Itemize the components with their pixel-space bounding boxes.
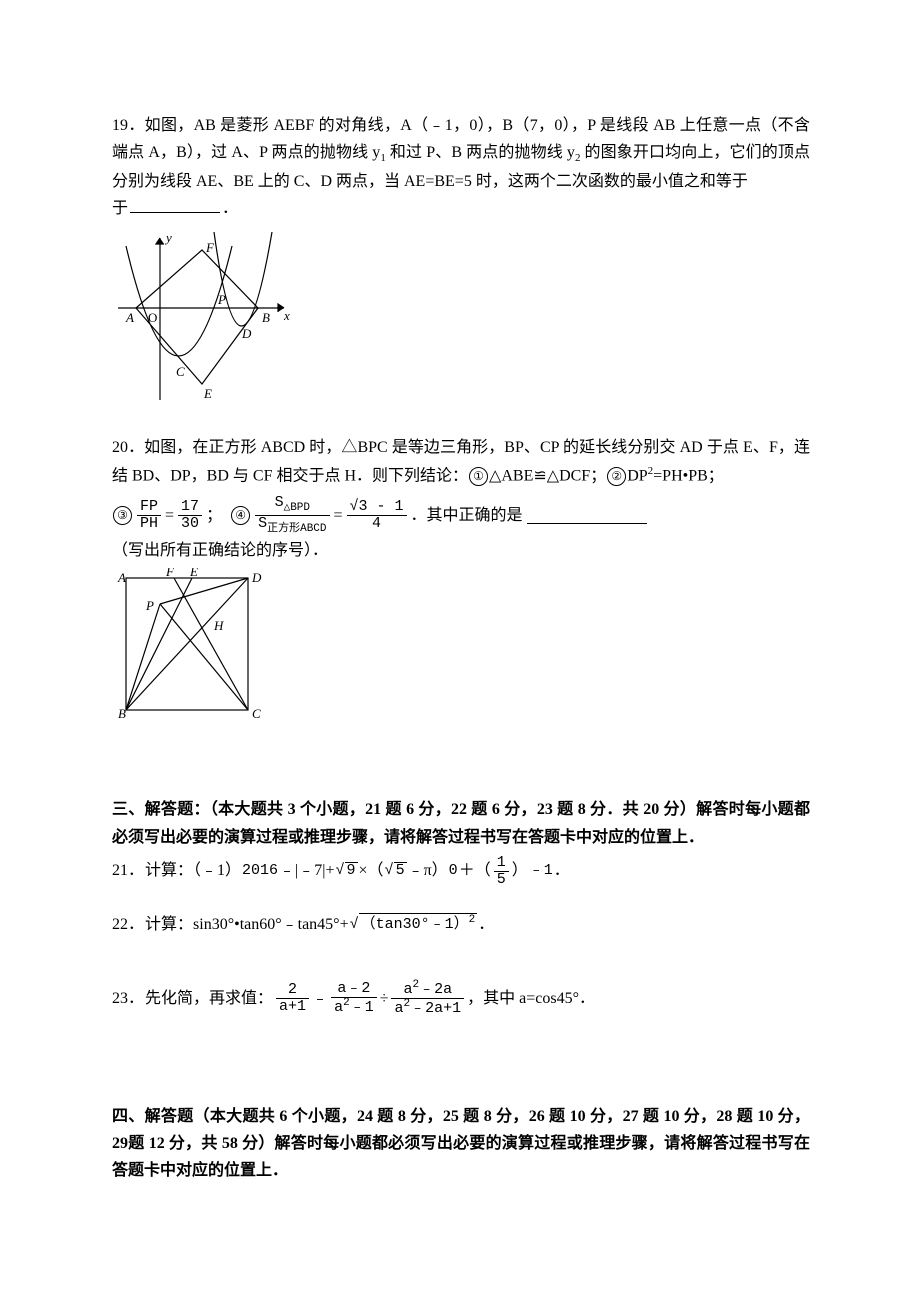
q21-sqrt5: √5 <box>385 858 407 884</box>
q21-sqrt9: √9 <box>335 858 357 884</box>
q19-text: 19．如图，AB 是菱形 AEBF 的对角线，A（﹣1，0），B（7，0），P … <box>112 112 810 222</box>
section4-heading: 四、解答题（本大题共 6 个小题，24 题 8 分，25 题 8 分，26 题 … <box>112 1103 810 1185</box>
q21-lead: 计算：（﹣1） <box>145 857 241 884</box>
q21-number: 21． <box>112 857 144 884</box>
svg-text:B: B <box>118 706 126 721</box>
q21-mid3: ﹣π） <box>408 857 448 884</box>
q23-div: ÷ <box>380 985 389 1012</box>
q20-frac3: FPPH <box>137 499 161 532</box>
svg-text:F: F <box>165 568 175 579</box>
svg-text:E: E <box>189 568 198 579</box>
q23-number: 23． <box>112 985 144 1012</box>
svg-text:E: E <box>203 386 212 401</box>
q19-figure: y x O A B P F E C D <box>112 228 810 406</box>
q20-semi3: ； <box>206 502 222 529</box>
q23-minus: ﹣ <box>312 985 328 1012</box>
svg-text:y: y <box>164 230 172 245</box>
svg-text:x: x <box>283 308 290 323</box>
svg-text:P: P <box>145 598 154 613</box>
svg-text:D: D <box>251 570 262 585</box>
q23-f1: 2a+1 <box>276 982 309 1015</box>
q20-c1t: △ABE≌△DCF； <box>489 467 606 484</box>
svg-text:C: C <box>176 364 185 379</box>
q20-frac4a: S△BPD S正方形ABCD <box>255 495 329 535</box>
svg-text:F: F <box>205 240 215 255</box>
svg-text:P: P <box>217 292 226 307</box>
q19-period: ． <box>222 200 238 217</box>
q20-number: 20． <box>112 439 144 456</box>
q20-frac4b: √3 - 14 <box>347 499 407 532</box>
q22: 22． 计算：sin30°•tan60°﹣tan45°+ √（tan30°﹣1）… <box>112 911 810 938</box>
q19-number: 19． <box>112 117 145 134</box>
q20-c2: ② <box>607 467 626 486</box>
q23-tail: ，其中 a=cos45°． <box>467 985 595 1012</box>
q22-period: ． <box>478 911 494 938</box>
q21-frac: 15 <box>494 855 509 888</box>
q20-tail: ．其中正确的是 <box>411 502 523 529</box>
q21-sup0: 0 <box>449 858 458 884</box>
svg-text:A: A <box>117 570 126 585</box>
section3-heading: 三、解答题：（本大题共 3 个小题，21 题 6 分，22 题 6 分，23 题… <box>112 796 810 850</box>
q23-f3: a2﹣2a a2﹣2a+1 <box>391 980 464 1017</box>
svg-text:D: D <box>241 326 252 341</box>
q20-c1: ① <box>469 467 488 486</box>
q21-mid1: ﹣|﹣7|+ <box>279 857 334 884</box>
q21-sup1: 2016 <box>242 858 278 884</box>
q20-eq3: = <box>165 502 174 529</box>
q20-text-line2: ③ FPPH = 1730 ； ④ S△BPD S正方形ABCD = √3 - … <box>112 495 810 564</box>
q20-text-line1: 20．如图，在正方形 ABCD 时，△BPC 是等边三角形，BP、CP 的延长线… <box>112 434 810 489</box>
q22-root: √（tan30°﹣1）2 <box>350 912 478 938</box>
q23-lead: 先化简，再求值： <box>145 985 273 1012</box>
q21-mid2: ×（ <box>359 857 384 884</box>
q22-number: 22． <box>112 911 144 938</box>
q21-mid5: ） <box>512 857 528 884</box>
q20-figure: A D B C F E P H <box>112 568 810 724</box>
q22-lead: 计算：sin30°•tan60°﹣tan45°+ <box>145 911 349 938</box>
q23-f2: a﹣2 a2﹣1 <box>331 981 377 1016</box>
q20-frac3b: 1730 <box>178 499 202 532</box>
q20-c3: ③ <box>113 506 132 525</box>
q21-period: ． <box>554 857 570 884</box>
q20-c2t-a: DP <box>627 467 647 484</box>
q20-tail2: （写出所有正确结论的序号）． <box>112 537 328 564</box>
q20-blank[interactable] <box>527 507 647 524</box>
svg-text:O: O <box>148 310 157 325</box>
q23: 23． 先化简，再求值： 2a+1 ﹣ a﹣2 a2﹣1 ÷ a2﹣2a a2﹣… <box>112 980 810 1017</box>
q21-mid4: ＋（ <box>459 857 491 884</box>
svg-text:H: H <box>213 618 224 633</box>
q20-eq4: = <box>334 502 343 529</box>
svg-text:A: A <box>125 310 134 325</box>
svg-text:C: C <box>252 706 261 721</box>
q20-c4: ④ <box>231 506 250 525</box>
q19-text-b: 和过 P、B 两点的抛物线 y <box>386 144 575 161</box>
q21: 21． 计算：（﹣1） 2016 ﹣|﹣7|+ √9 ×（ √5 ﹣π） 0 ＋… <box>112 855 810 888</box>
svg-text:B: B <box>262 310 270 325</box>
q20-c2t-b: =PH•PB； <box>653 467 724 484</box>
q19-blank[interactable] <box>130 196 220 213</box>
q21-supn1: ﹣1 <box>529 858 553 884</box>
